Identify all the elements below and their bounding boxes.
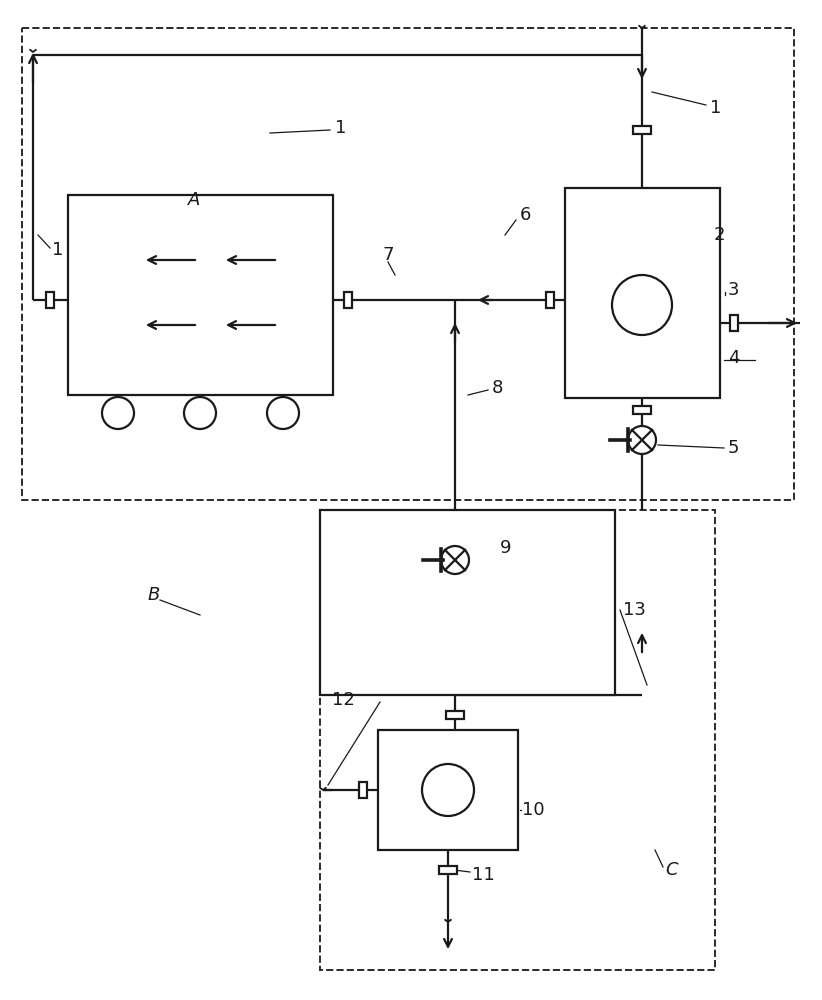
Text: 8: 8 xyxy=(492,379,503,397)
Bar xyxy=(439,866,457,874)
Circle shape xyxy=(267,397,299,429)
Bar xyxy=(446,711,464,719)
Bar xyxy=(320,510,715,970)
Bar xyxy=(68,195,333,395)
Text: 4: 4 xyxy=(728,349,740,367)
Circle shape xyxy=(628,426,656,454)
Bar xyxy=(22,28,794,500)
Text: 6: 6 xyxy=(520,206,531,224)
Bar xyxy=(378,730,518,850)
Text: 13: 13 xyxy=(623,601,646,619)
Bar xyxy=(565,188,720,398)
Circle shape xyxy=(441,546,469,574)
Text: 9: 9 xyxy=(500,539,511,557)
Text: 7: 7 xyxy=(382,246,394,264)
Bar xyxy=(633,406,651,414)
Text: 3: 3 xyxy=(728,281,740,299)
Bar xyxy=(320,510,615,695)
Bar xyxy=(344,292,352,308)
Circle shape xyxy=(422,764,474,816)
Bar xyxy=(633,126,651,134)
Text: 1: 1 xyxy=(335,119,346,137)
Text: B: B xyxy=(148,586,160,604)
Circle shape xyxy=(612,275,672,335)
Bar xyxy=(359,782,367,798)
Text: 11: 11 xyxy=(472,866,495,884)
Circle shape xyxy=(184,397,216,429)
Bar xyxy=(730,315,738,331)
Text: 1: 1 xyxy=(710,99,722,117)
Text: 2: 2 xyxy=(714,226,726,244)
Text: 1: 1 xyxy=(52,241,63,259)
Text: 5: 5 xyxy=(728,439,740,457)
Bar xyxy=(546,292,554,308)
Text: 10: 10 xyxy=(522,801,545,819)
Bar xyxy=(46,292,54,308)
Text: C: C xyxy=(665,861,677,879)
Circle shape xyxy=(102,397,134,429)
Text: 12: 12 xyxy=(332,691,355,709)
Text: A: A xyxy=(188,191,201,209)
